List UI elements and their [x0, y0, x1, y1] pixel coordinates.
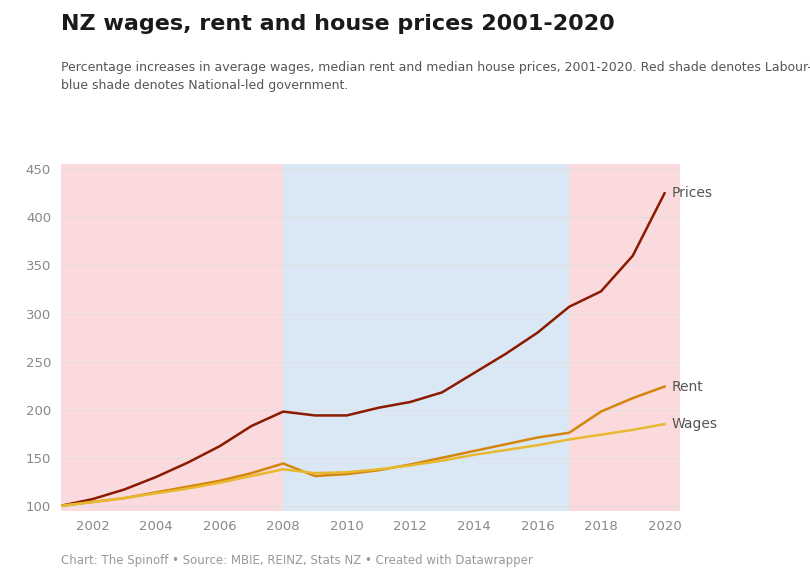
Bar [61, 164, 284, 511]
Text: Rent: Rent [671, 380, 703, 394]
Bar [284, 164, 569, 511]
Text: Percentage increases in average wages, median rent and median house prices, 2001: Percentage increases in average wages, m… [61, 61, 810, 92]
Bar [569, 164, 680, 511]
Text: Prices: Prices [671, 186, 713, 200]
Text: Wages: Wages [671, 417, 718, 431]
Text: NZ wages, rent and house prices 2001-2020: NZ wages, rent and house prices 2001-202… [61, 14, 615, 35]
Text: Chart: The Spinoff • Source: MBIE, REINZ, Stats NZ • Created with Datawrapper: Chart: The Spinoff • Source: MBIE, REINZ… [61, 553, 533, 567]
